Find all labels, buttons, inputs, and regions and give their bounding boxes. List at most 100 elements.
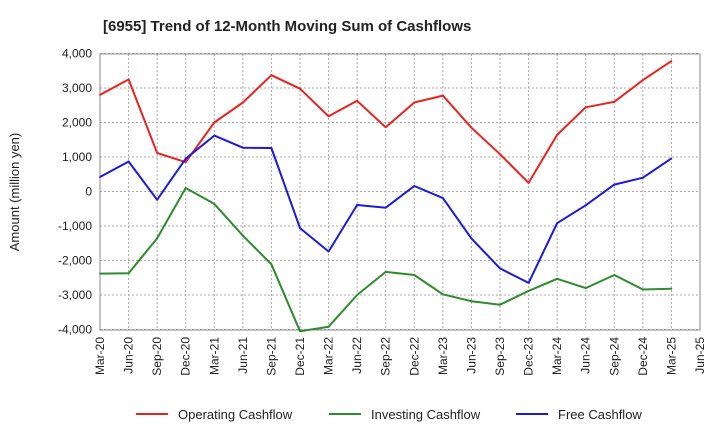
- data-point: [356, 204, 358, 206]
- data-point: [99, 272, 101, 275]
- data-point: [99, 176, 101, 178]
- y-tick-label: 0: [85, 185, 92, 199]
- chart-title: [6955] Trend of 12-Month Moving Sum of C…: [103, 18, 471, 35]
- data-point: [527, 290, 530, 292]
- data-point: [556, 222, 558, 225]
- data-point: [670, 287, 673, 290]
- data-point: [213, 203, 216, 205]
- x-tick-label: Dec-23: [522, 337, 536, 376]
- data-point: [584, 204, 587, 207]
- data-point: [242, 146, 244, 149]
- data-point: [356, 99, 358, 102]
- data-point: [442, 94, 444, 97]
- legend-label: Operating Cashflow: [178, 407, 293, 422]
- data-point: [299, 87, 301, 90]
- data-point: [613, 274, 616, 276]
- y-tick-label: 4,000: [62, 47, 92, 61]
- data-point: [270, 147, 273, 149]
- x-tick-label: Sep-20: [150, 337, 164, 376]
- y-tick-label: 2,000: [62, 116, 92, 130]
- data-point: [270, 74, 273, 77]
- x-tick-label: Dec-22: [407, 337, 421, 376]
- data-point: [642, 288, 644, 291]
- x-axis-ticks: Mar-20 Jun-20 Sep-20 Dec-20 Mar-21 Jun-21 Sep-…: [93, 337, 707, 376]
- data-point: [356, 294, 358, 296]
- data-point: [184, 187, 187, 189]
- data-point: [499, 267, 501, 270]
- data-point: [613, 183, 616, 186]
- data-point: [242, 234, 244, 237]
- data-point: [156, 237, 159, 240]
- data-point: [327, 115, 330, 118]
- data-point: [470, 300, 473, 303]
- data-point: [442, 197, 444, 200]
- x-tick-label: Sep-22: [379, 337, 393, 376]
- data-point: [299, 330, 301, 333]
- x-tick-label: Mar-25: [664, 337, 678, 375]
- data-point: [127, 160, 130, 163]
- data-point: [270, 263, 273, 266]
- x-tick-label: Sep-24: [607, 337, 621, 376]
- legend-item: Operating Cashflow: [136, 407, 293, 422]
- data-point: [470, 237, 473, 240]
- x-tick-label: Mar-20: [93, 337, 107, 375]
- x-tick-label: Dec-24: [636, 337, 650, 376]
- data-point: [527, 282, 530, 284]
- data-point: [127, 272, 130, 275]
- plot-frame: [99, 53, 701, 331]
- data-point: [184, 161, 187, 164]
- data-point: [384, 271, 387, 273]
- y-tick-label: -3,000: [58, 288, 92, 302]
- x-tick-label: Mar-23: [436, 337, 450, 375]
- x-tick-label: Dec-20: [179, 337, 193, 376]
- legend-label: Investing Cashflow: [371, 407, 481, 422]
- data-point: [584, 287, 587, 289]
- series-lines: [99, 60, 673, 333]
- y-tick-label: -4,000: [58, 323, 92, 337]
- data-point: [527, 182, 530, 184]
- data-point: [413, 185, 416, 187]
- y-tick-label: 1,000: [62, 150, 92, 164]
- data-point: [642, 176, 644, 179]
- data-point: [242, 101, 244, 104]
- x-tick-label: Jun-23: [464, 337, 478, 374]
- data-point: [299, 227, 301, 230]
- data-point: [670, 157, 673, 160]
- data-point: [499, 153, 501, 156]
- legend: Operating Cashflow Investing Cashflow Free…: [136, 407, 642, 422]
- data-point: [556, 277, 558, 280]
- x-tick-label: Dec-21: [293, 337, 307, 376]
- x-tick-label: Sep-21: [264, 337, 278, 376]
- gridlines: [99, 53, 701, 330]
- data-point: [327, 325, 330, 328]
- x-tick-label: Jun-22: [350, 337, 364, 374]
- x-tick-label: Jun-20: [122, 337, 136, 374]
- data-point: [127, 78, 130, 81]
- data-point: [156, 152, 159, 154]
- data-point: [470, 126, 473, 129]
- data-point: [327, 250, 330, 253]
- data-point: [384, 206, 387, 209]
- data-point: [499, 303, 501, 306]
- legend-label: Free Cashflow: [558, 407, 642, 422]
- x-tick-label: Mar-21: [207, 337, 221, 375]
- x-tick-label: Sep-23: [493, 337, 507, 376]
- data-point: [642, 79, 644, 81]
- x-tick-label: Jun-21: [236, 337, 250, 374]
- data-point: [613, 100, 616, 103]
- legend-item: Free Cashflow: [516, 407, 642, 422]
- legend-item: Investing Cashflow: [329, 407, 481, 422]
- data-point: [184, 157, 187, 160]
- data-point: [556, 134, 558, 136]
- data-point: [670, 60, 673, 62]
- data-point: [442, 293, 444, 296]
- data-point: [584, 106, 587, 109]
- x-tick-label: Mar-22: [322, 337, 336, 375]
- x-tick-label: Mar-24: [550, 337, 564, 375]
- data-point: [413, 101, 416, 104]
- y-axis-label: Amount (million yen): [7, 133, 22, 252]
- y-tick-label: -2,000: [58, 254, 92, 268]
- y-tick-label: 3,000: [62, 81, 92, 95]
